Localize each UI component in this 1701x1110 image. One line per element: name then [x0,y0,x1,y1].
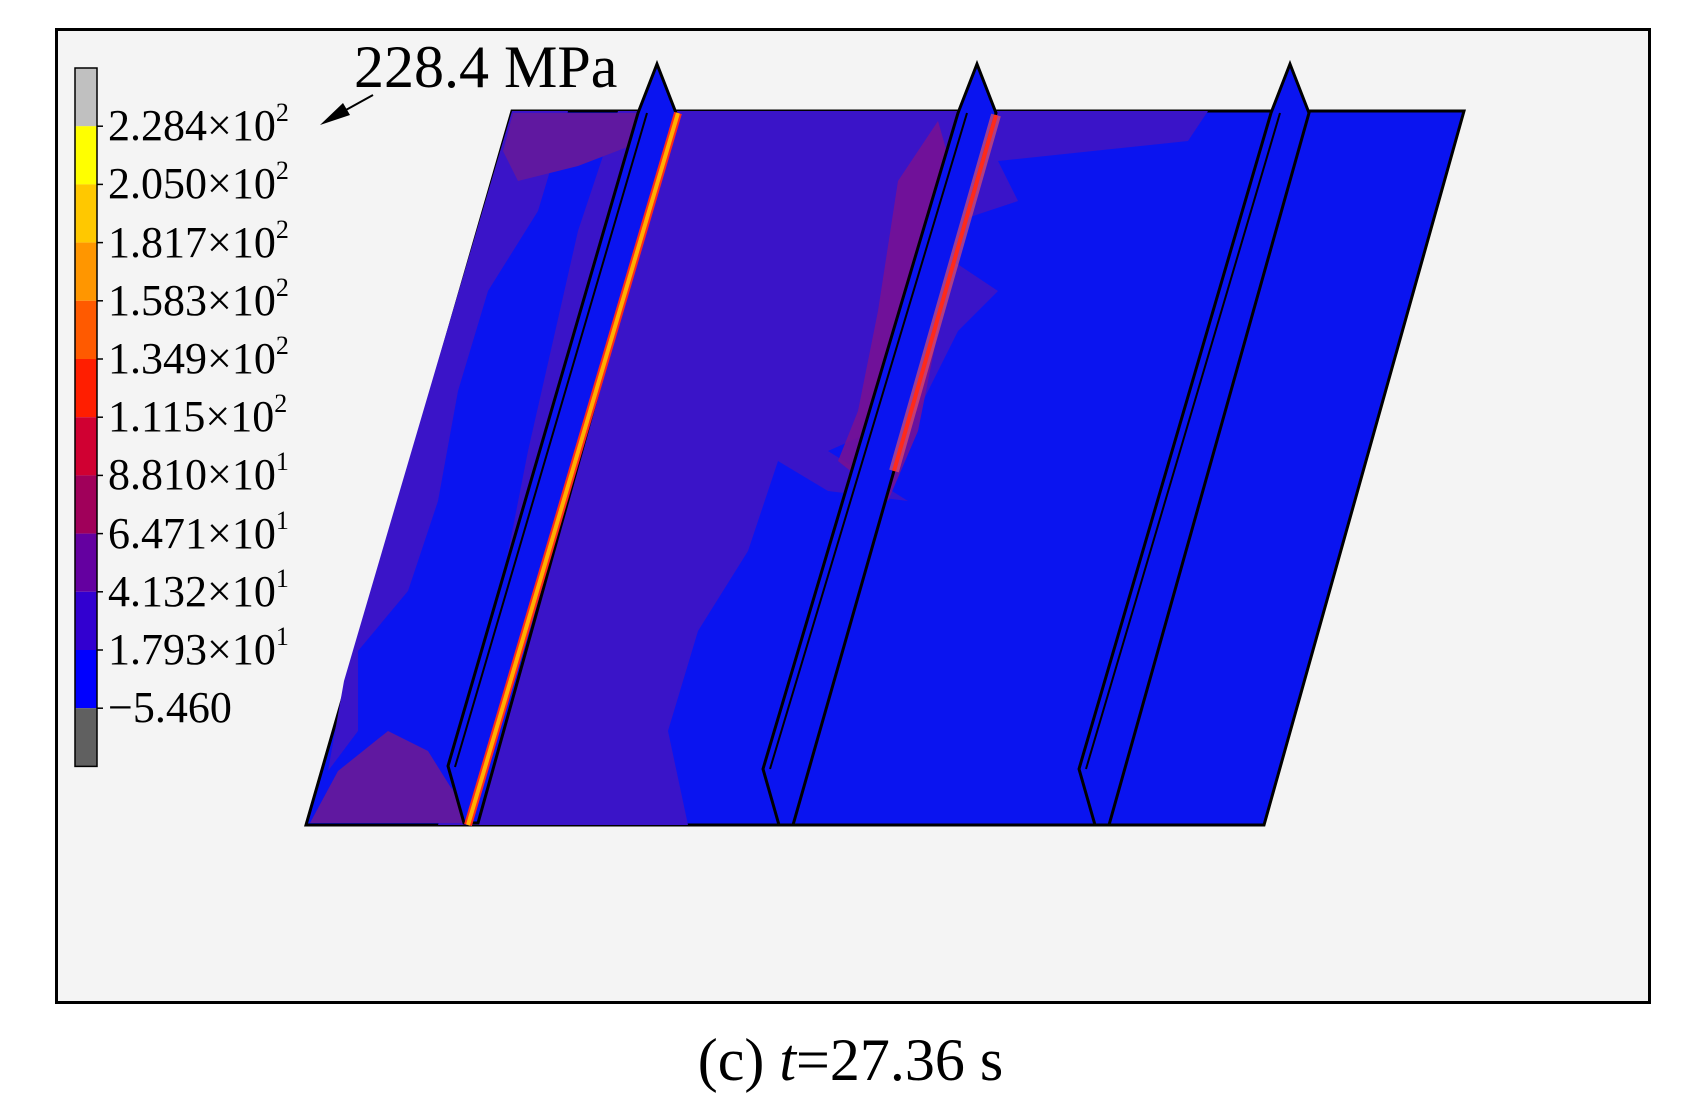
stiffener-2-edge [769,112,968,770]
figure-caption: (c) t=27.36 s [0,1030,1701,1090]
legend-swatch [75,417,97,476]
stiffener-3-edge [1085,112,1281,770]
legend-mantissa: 1.817 [108,217,207,267]
contour-figure: 228.4 MPa 2.284×102 2.050×102 1.817×102 1.5… [55,28,1651,1004]
legend-times: ×10 [207,508,276,558]
legend-mantissa: −5.460 [108,683,232,733]
legend-swatch [75,242,97,301]
legend-label: 1.793×101 [108,624,289,674]
plate-indigo-left-edge [328,111,568,771]
legend-mantissa: 2.284 [108,101,207,151]
legend-exponent: 2 [275,214,289,244]
legend-mantissa: 1.583 [108,275,207,325]
legend-label: 8.810×101 [108,449,289,500]
legend-exponent: 2 [275,331,289,360]
max-stress-annotation: 228.4 MPa [354,34,618,100]
legend-swatch [75,359,97,418]
plate-purple-bottom-left [310,731,468,823]
legend-mantissa: 6.471 [108,508,207,558]
legend-label: 2.284×102 [108,100,289,151]
caption-prefix: (c) [697,1027,780,1093]
legend-label: 1.817×102 [108,216,289,267]
legend-mantissa: 1.115 [108,392,206,442]
annotation-arrowhead [320,103,350,125]
weld-line-2 [892,114,998,472]
legend-swatch [75,184,97,243]
legend-exponent: 2 [274,389,288,419]
legend-mantissa: 1.793 [108,625,207,674]
legend-swatch [75,708,97,767]
legend-exponent: 2 [275,156,289,186]
legend-exponent: 2 [275,272,289,302]
plate-purple-top-left [503,113,648,181]
legend-exponent: 2 [275,98,289,128]
legend-swatch [75,591,97,650]
caption-value: =27.36 s [796,1027,1004,1093]
legend-times: ×10 [207,450,276,500]
legend-times: ×10 [205,392,275,442]
legend-label: 6.471×101 [108,507,289,558]
legend-times: ×10 [207,101,276,151]
legend-times: ×10 [207,625,276,674]
legend-times: ×10 [207,275,276,325]
legend-color-bar [74,67,103,768]
legend-mantissa: 2.050 [108,159,207,209]
legend-label: 4.132×101 [108,565,289,616]
legend-times: ×10 [207,159,276,209]
legend-label: −5.460 [108,686,232,730]
stiffener-1-edge [454,112,648,768]
legend-swatch [75,475,97,534]
legend-times: ×10 [207,217,276,267]
legend-exponent: 1 [275,563,289,593]
legend-swatch [75,533,97,592]
legend-exponent: 1 [275,622,289,651]
legend-label: 1.349×102 [108,333,289,383]
legend-mantissa: 8.810 [108,450,207,500]
legend-swatch [75,300,97,359]
legend-mantissa: 1.349 [108,334,207,383]
legend-label: 1.115×102 [108,391,287,442]
stiffener-3 [1077,59,1311,827]
legend-exponent: 1 [275,505,289,535]
stress-contour-plot [74,59,1466,827]
caption-variable: t [779,1027,797,1093]
legend-times: ×10 [207,334,276,383]
legend-times: ×10 [207,566,276,616]
legend-swatch [75,650,97,709]
legend-mantissa: 4.132 [108,566,207,616]
legend-swatch [75,68,97,127]
legend-label: 1.583×102 [108,274,289,325]
weld-line-1 [466,112,680,826]
legend-swatch [75,126,97,185]
legend-label: 2.050×102 [108,158,289,209]
legend-exponent: 1 [275,447,289,477]
stiffener-2 [761,59,998,827]
plate-indigo-zone [438,111,1208,825]
